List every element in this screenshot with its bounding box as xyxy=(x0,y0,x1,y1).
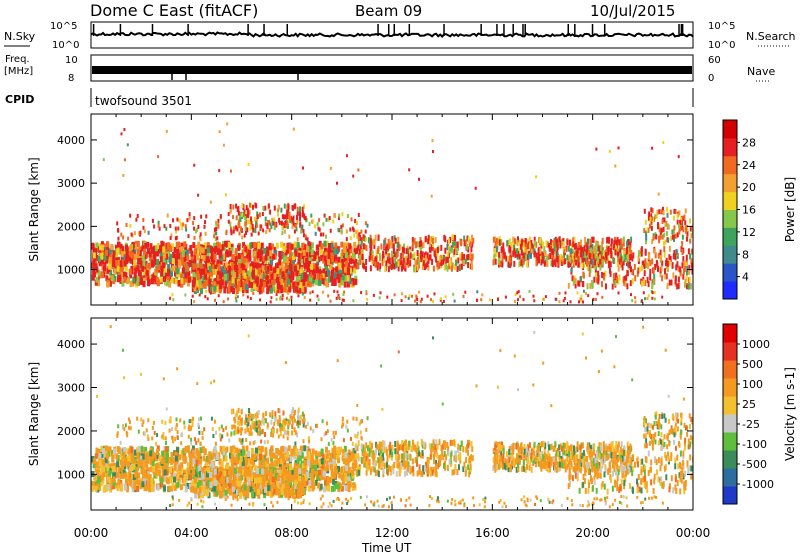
colorbar-tick-label: 12 xyxy=(742,226,756,239)
colorbar-segment xyxy=(723,191,737,210)
colorbar-tick-label: 100 xyxy=(742,378,763,391)
y-tick-label: 1000 xyxy=(57,264,85,277)
noise-tick-low: 10^0 xyxy=(52,40,79,51)
colorbar-segment xyxy=(723,120,737,139)
colorbar-label: Velocity [m s-1] xyxy=(783,367,797,461)
noise-trace xyxy=(90,24,694,38)
nsky-label: N.Sky xyxy=(4,30,36,43)
colorbar-segment xyxy=(723,468,737,487)
x-tick-label: 20:00 xyxy=(575,526,610,540)
nave-tick-low: 0 xyxy=(708,73,714,84)
y-tick-label: 4000 xyxy=(57,338,85,351)
noise-tick-high-right: 10^5 xyxy=(708,21,735,32)
colorbar-segment xyxy=(723,360,737,379)
x-tick-label: 08:00 xyxy=(274,526,309,540)
colorbar-segment xyxy=(723,342,737,361)
power-colorbar: 4 8 12 16 20 24 28 Power [dB] xyxy=(722,119,797,300)
colorbar-segment xyxy=(723,137,737,157)
x-tick-label: 16:00 xyxy=(475,526,510,540)
colorbar-tick-label: -25 xyxy=(742,418,760,431)
beam-label: Beam 09 xyxy=(355,2,422,20)
colorbar-tick-label: 4 xyxy=(742,271,749,284)
x-tick-label: 12:00 xyxy=(375,526,410,540)
colorbar-tick-label: 500 xyxy=(742,358,763,371)
y-tick-label: 3000 xyxy=(57,382,85,395)
colorbar-segment xyxy=(723,281,737,300)
colorbar-segment xyxy=(723,450,737,469)
colorbar-tick-label: 16 xyxy=(742,204,756,217)
velocity-panel: 1000 2000 3000 4000 Slant Range [km] xyxy=(27,317,694,511)
freq-unit-label: [MHz] xyxy=(4,66,33,77)
cpid-value: twofsound 3501 xyxy=(95,94,192,108)
colorbar-segment xyxy=(723,209,737,228)
cpid-panel: CPID twofsound 3501 xyxy=(5,88,694,108)
colorbar-segment xyxy=(723,486,737,505)
freq-tick-high: 10 xyxy=(65,55,78,66)
date-label: 10/Jul/2015 xyxy=(590,2,675,20)
nave-label: Nave xyxy=(747,65,775,78)
noise-panel: N.Sky 10^5 10^0 10^5 10^0 N.Search xyxy=(4,21,796,51)
colorbar-segment xyxy=(723,227,737,246)
freq-spikes xyxy=(171,74,299,80)
colorbar-tick-label: -500 xyxy=(742,458,767,471)
noise-tick-low-right: 10^0 xyxy=(708,40,735,51)
noise-tick-high: 10^5 xyxy=(50,21,77,32)
power-panel: 1000 2000 3000 4000 Slant Range [km] xyxy=(27,113,694,306)
y-tick-label: 3000 xyxy=(57,177,85,190)
colorbar-tick-label: 1000 xyxy=(742,338,770,351)
cpid-label: CPID xyxy=(5,93,34,106)
x-tick-label: 00:00 xyxy=(676,526,711,540)
freq-label: Freq. xyxy=(5,54,30,65)
colorbar-segment xyxy=(723,414,737,433)
colorbar-segment xyxy=(723,155,737,175)
y-tick-label: 2000 xyxy=(57,220,85,233)
colorbar-segment xyxy=(723,432,737,451)
echo-cells xyxy=(91,122,693,304)
colorbar-tick-label: -100 xyxy=(742,438,767,451)
colorbar-segment xyxy=(723,324,737,343)
y-tick-label: 4000 xyxy=(57,134,85,147)
freq-tick-low: 8 xyxy=(68,73,74,84)
colorbar-tick-label: 8 xyxy=(742,248,749,261)
freq-panel: Freq. [MHz] 10 8 60 0 Nave xyxy=(4,54,775,84)
y-tick-label: 2000 xyxy=(57,425,85,438)
echo-cells xyxy=(91,325,693,509)
colorbar-label: Power [dB] xyxy=(783,177,797,242)
x-axis-label: Time UT xyxy=(361,541,412,554)
velocity-colorbar: 1000 500 100 25 -25 -100 -500 -1000 Velocity [m … xyxy=(722,323,797,505)
x-tick-label: 04:00 xyxy=(174,526,209,540)
nave-tick-high: 60 xyxy=(708,55,721,66)
colorbar-tick-label: 28 xyxy=(742,136,756,149)
colorbar-tick-label: -1000 xyxy=(742,478,774,491)
colorbar-segment xyxy=(723,173,737,193)
colorbar-segment xyxy=(723,396,737,415)
colorbar-tick-label: 24 xyxy=(742,159,756,172)
station-title: Dome C East (fitACF) xyxy=(90,1,258,20)
colorbar-tick-label: 25 xyxy=(742,398,756,411)
colorbar-segment xyxy=(723,245,737,264)
time-axis: 00:00 04:00 08:00 12:00 16:00 20:00 00:00 xyxy=(74,526,711,540)
colorbar-tick-label: 20 xyxy=(742,181,756,194)
x-tick-label: 00:00 xyxy=(74,526,109,540)
y-axis-label: Slant Range [km] xyxy=(27,362,41,466)
colorbar-segment xyxy=(723,263,737,282)
colorbar-segment xyxy=(723,378,737,397)
y-tick-label: 1000 xyxy=(57,468,85,481)
nsearch-label: N.Search xyxy=(746,30,796,43)
y-axis-label: Slant Range [km] xyxy=(27,157,41,261)
